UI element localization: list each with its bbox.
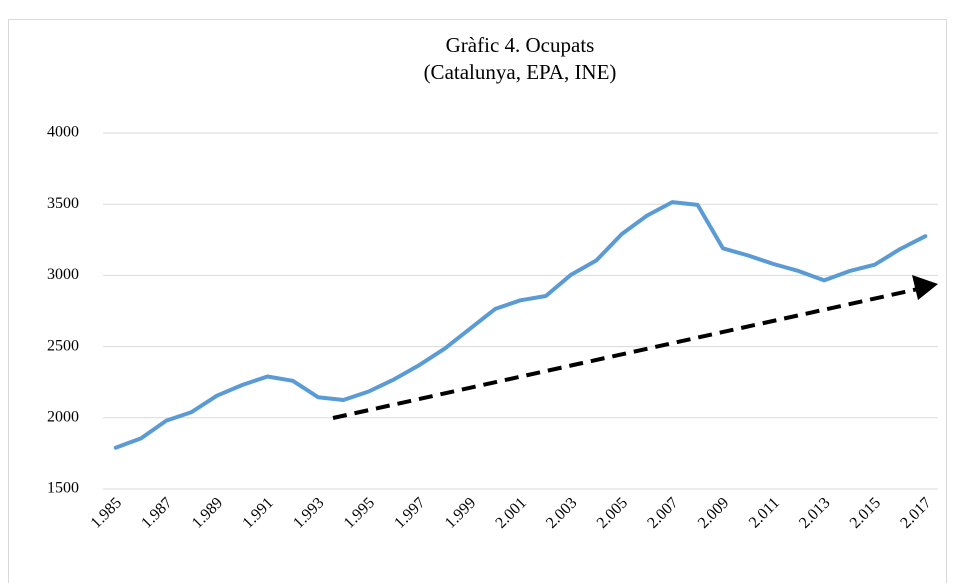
data-line: [113, 200, 928, 450]
y-tick-label: 3000: [47, 266, 79, 283]
trend-arrow: [332, 275, 938, 420]
chart-subtitle: (Catalunya, EPA, INE): [424, 60, 617, 84]
arrow-head: [912, 275, 938, 300]
chart-title: Gràfic 4. Ocupats: [446, 33, 595, 57]
y-tick-label: 2500: [47, 337, 79, 354]
y-tick-label: 3500: [47, 195, 79, 212]
arrow-shaft: [332, 287, 919, 420]
y-tick-label: 2000: [47, 408, 79, 425]
y-tick-label: 1500: [47, 480, 79, 497]
chart-frame: [8, 19, 947, 583]
y-tick-label: 4000: [47, 124, 79, 141]
